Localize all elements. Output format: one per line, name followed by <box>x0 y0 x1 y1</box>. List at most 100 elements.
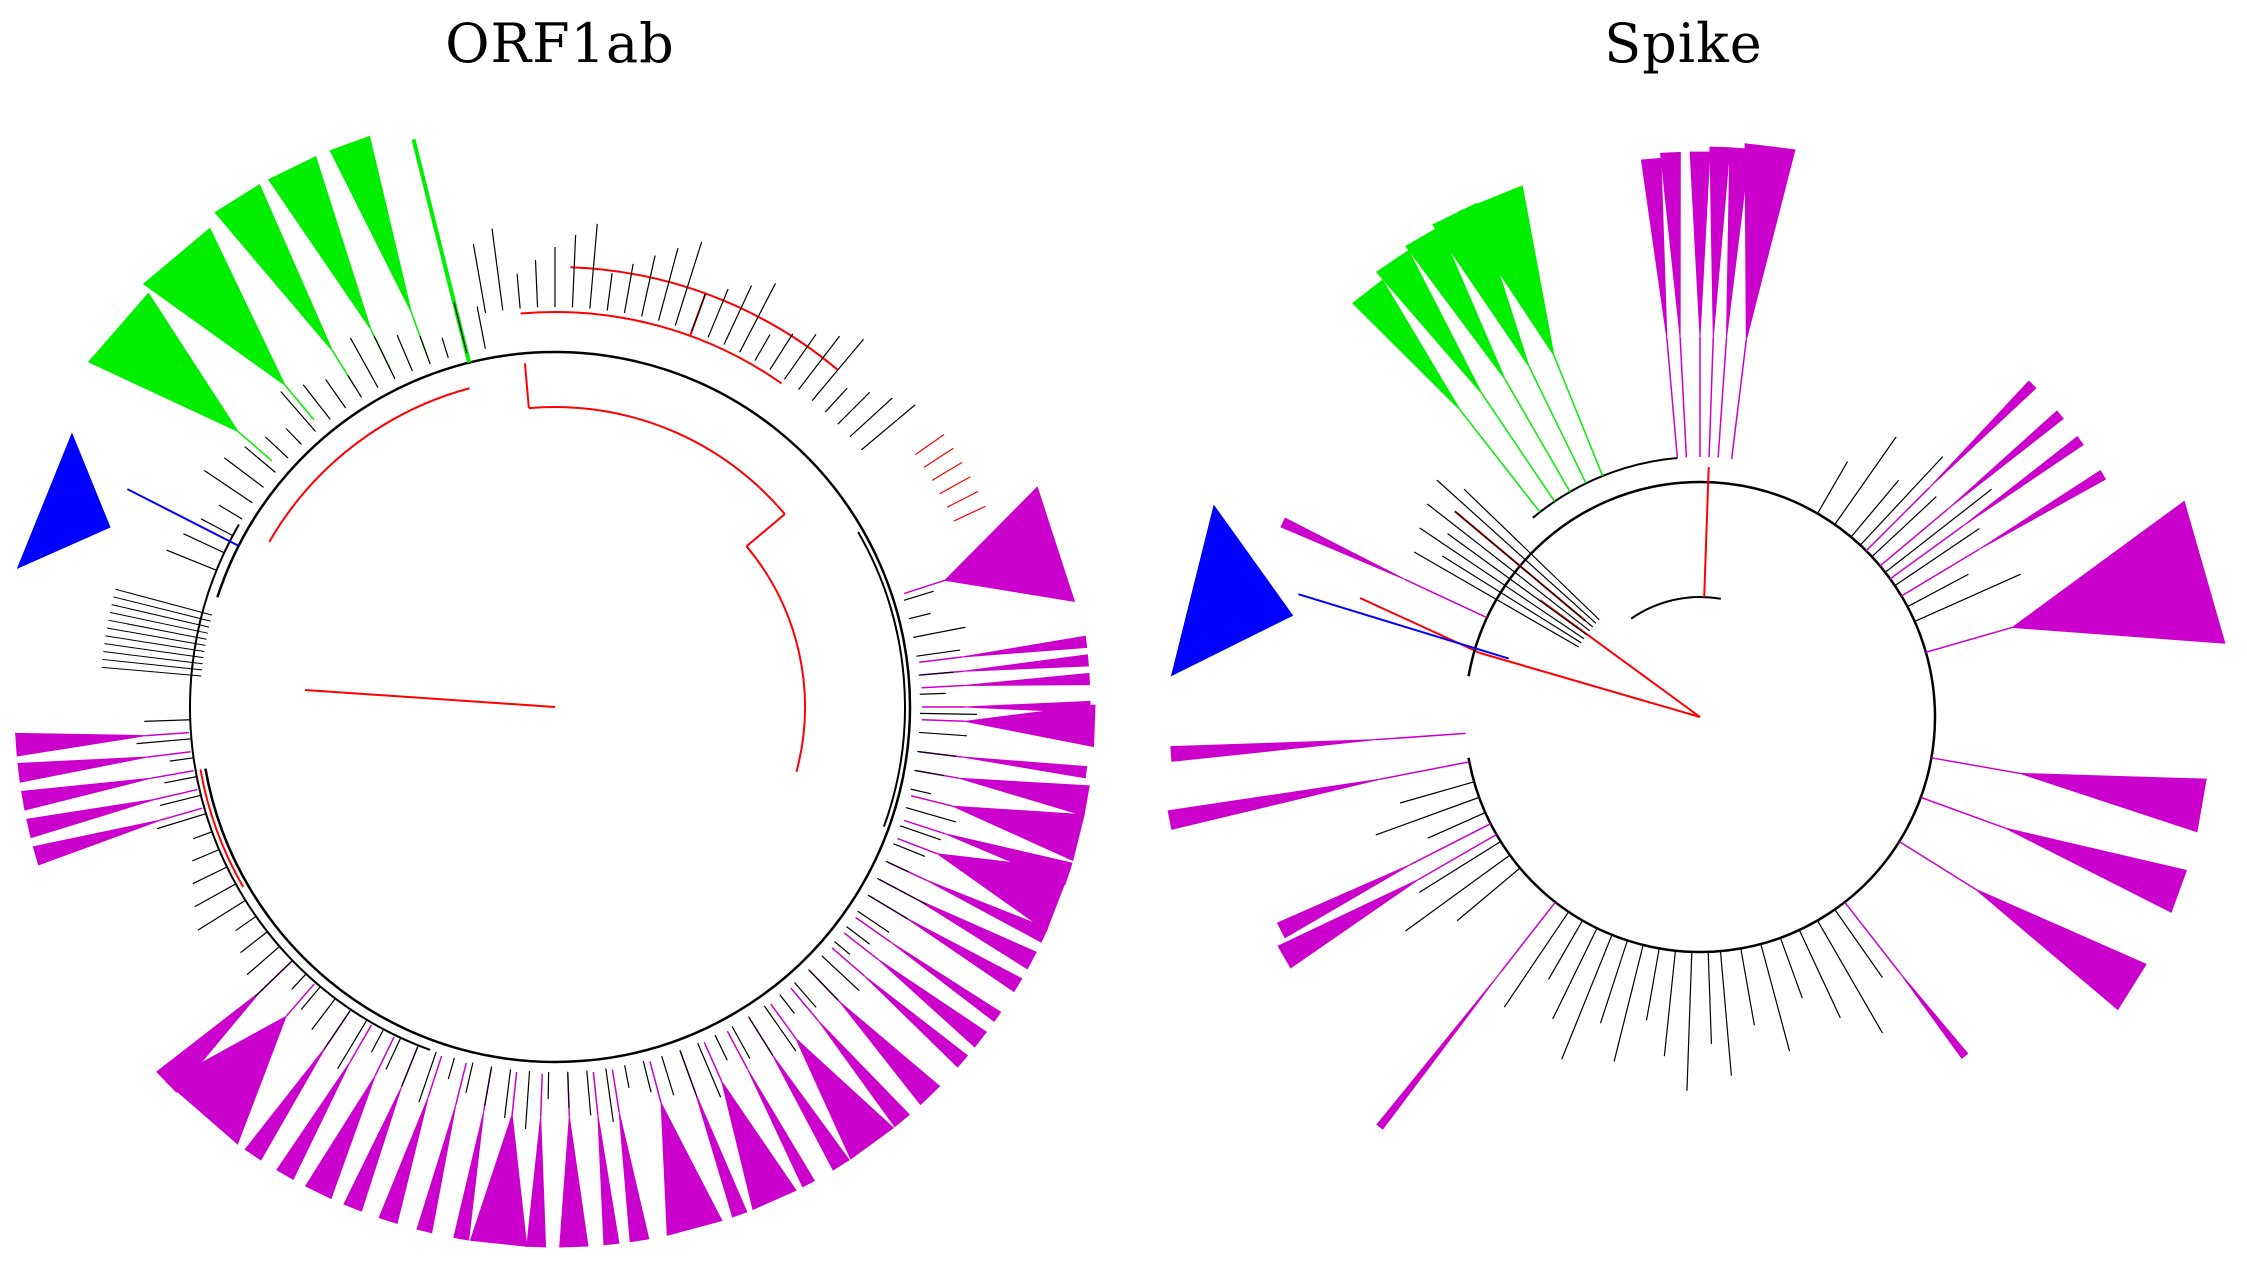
black-leaf-inner <box>1454 510 1594 628</box>
black-leaf <box>1399 781 1475 804</box>
red-leaf <box>953 505 986 522</box>
black-leaf <box>919 692 946 695</box>
magenta-branch <box>903 819 946 835</box>
black-leaf <box>465 1062 474 1093</box>
magenta-clade <box>416 1104 457 1234</box>
black-leaf <box>1503 911 1570 1008</box>
black-leaf <box>893 843 926 858</box>
magenta-branch <box>511 1071 518 1115</box>
black-leaf <box>300 986 321 1010</box>
black-leaf <box>1894 528 1980 587</box>
magenta-clade <box>1899 972 1969 1059</box>
black-leaf <box>144 719 191 722</box>
magenta-clade <box>937 853 1071 932</box>
black-leaf <box>193 831 213 840</box>
magenta-clade <box>343 1086 402 1212</box>
magenta-clade <box>771 1054 850 1171</box>
red-arc-left <box>199 769 245 888</box>
black-leaf <box>697 1042 722 1098</box>
black-leaf-top <box>783 333 817 380</box>
magenta-clade <box>943 486 1076 602</box>
magenta-branch <box>1717 337 1728 458</box>
magenta-clade <box>1276 864 1411 939</box>
green-clade <box>1352 279 1461 411</box>
black-leaf-left <box>101 666 202 677</box>
black-leaf <box>913 626 966 638</box>
magenta-clade <box>961 635 1088 658</box>
black-leaf <box>484 1066 493 1106</box>
black-leaf <box>302 384 331 420</box>
panel-spike: Spike <box>1120 0 2247 1264</box>
green-branch <box>1459 409 1541 513</box>
magenta-clade <box>906 917 1023 993</box>
magenta-branch <box>770 1003 797 1040</box>
magenta-clade <box>165 1015 287 1145</box>
panel-title-spike: Spike <box>1604 12 1763 75</box>
magenta-branch <box>831 947 865 977</box>
black-leaf <box>349 337 379 389</box>
black-leaf <box>524 1071 531 1130</box>
green-clade <box>329 135 412 313</box>
root-branch <box>1479 652 1701 718</box>
black-leaf-left <box>105 635 205 652</box>
black-leaf-left <box>113 596 211 622</box>
black-leaf <box>624 1065 630 1088</box>
black-leaf <box>183 533 225 554</box>
red-arc-top <box>528 406 786 515</box>
magenta-clade <box>1167 778 1382 830</box>
magenta-branch <box>1499 901 1556 974</box>
tree-orf1ab <box>15 135 1096 1248</box>
magenta-clade <box>2011 500 2226 644</box>
magenta-branch <box>374 1036 395 1076</box>
magenta-branch <box>1405 578 1488 619</box>
black-leaf <box>1859 456 1944 546</box>
black-leaf <box>192 849 220 862</box>
red-arc-upper-left <box>268 387 470 543</box>
magenta-clade <box>926 879 1049 943</box>
black-leaf <box>194 883 237 908</box>
black-leaf <box>903 590 934 601</box>
black-leaf <box>218 504 243 520</box>
black-leaf <box>323 1009 352 1050</box>
magenta-clade <box>795 1038 895 1160</box>
magenta-clade <box>1744 143 1796 340</box>
black-leaf-left <box>108 619 207 640</box>
magenta-clade <box>469 1114 528 1247</box>
magenta-clade <box>32 819 162 866</box>
black-leaf <box>1914 573 2021 622</box>
black-leaf <box>905 807 957 823</box>
magenta-clade <box>2005 827 2188 913</box>
black-leaf <box>910 788 932 795</box>
magenta-clade <box>1277 879 1419 969</box>
magenta-clade <box>747 1068 816 1188</box>
red-link <box>1703 467 1710 598</box>
black-leaf <box>1850 479 1900 538</box>
magenta-clade <box>1978 470 2107 551</box>
magenta-clade <box>694 1092 748 1218</box>
black-leaf <box>311 998 336 1031</box>
green-clade <box>1458 185 1555 356</box>
magenta-branch <box>1901 548 1979 597</box>
magenta-branch <box>455 1062 467 1106</box>
magenta-clade <box>1975 888 2147 1011</box>
black-leaf <box>899 825 941 841</box>
magenta-branch <box>726 1030 749 1070</box>
black-leaf <box>914 769 945 777</box>
black-leaf <box>1907 573 1969 608</box>
red-arc-outer-top <box>520 311 783 385</box>
black-leaf <box>280 391 316 432</box>
inner-arc-bottom <box>189 524 431 1051</box>
magenta-clade <box>276 1061 351 1180</box>
magenta-clade <box>1170 739 1376 762</box>
black-leaf <box>747 1016 774 1056</box>
inner-arc-right <box>857 531 906 828</box>
black-leaf <box>1834 909 1883 978</box>
black-leaf <box>370 1028 385 1053</box>
red-link <box>745 513 786 548</box>
magenta-clade <box>453 1110 485 1241</box>
inner-arc-top <box>1532 456 1678 519</box>
black-leaf <box>419 335 431 365</box>
magenta-branch <box>1920 796 2006 829</box>
black-leaf <box>337 1019 368 1070</box>
black-leaf-top <box>606 273 613 311</box>
